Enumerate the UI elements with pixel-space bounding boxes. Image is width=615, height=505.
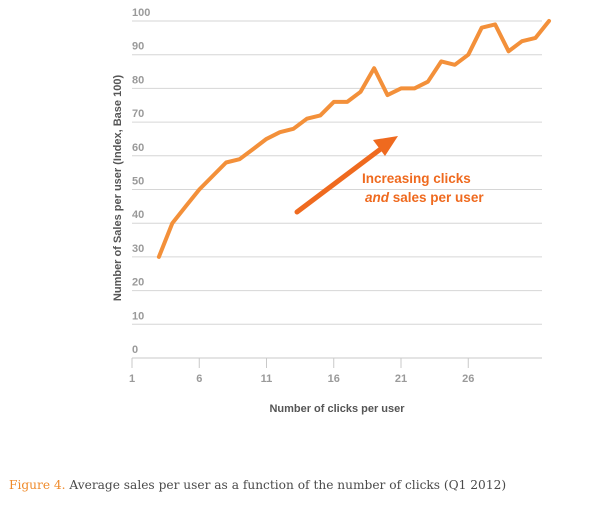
y-tick-label: 90: [132, 41, 144, 53]
x-tick-label: 26: [462, 373, 474, 385]
y-tick-label: 80: [132, 74, 144, 86]
annotation-line2-rest: sales per user: [389, 190, 484, 205]
x-tick-label: 1: [129, 373, 135, 385]
y-tick-label: 70: [132, 108, 144, 120]
annotation-arrow-head: [373, 136, 398, 156]
y-tick-label: 50: [132, 176, 144, 188]
x-tick-labels: 1 6 11 16 21 26: [129, 373, 474, 385]
figure-caption: Figure 4. Average sales per user as a fu…: [9, 478, 609, 492]
x-tick-label: 11: [261, 373, 273, 385]
y-tick-label: 40: [132, 209, 144, 221]
y-tick-label: 100: [132, 7, 150, 19]
x-axis-title: Number of clicks per user: [269, 403, 405, 415]
caption-text: Average sales per user as a function of …: [65, 478, 507, 492]
y-tick-label: 0: [132, 344, 138, 356]
annotation-arrow: [294, 145, 385, 215]
series-line: [156, 19, 551, 259]
annotation-line1: Increasing clicks: [362, 171, 471, 186]
annotation-emphasis: and: [365, 190, 390, 205]
x-tick-label: 21: [395, 373, 407, 385]
annotation-line2: and sales per user: [365, 190, 484, 205]
y-tick-label: 60: [132, 142, 144, 154]
y-axis-title: Number of Sales per user (Index, Base 10…: [112, 75, 124, 302]
y-tick-label: 10: [132, 310, 144, 322]
x-tick-label: 16: [328, 373, 340, 385]
figure-label: Figure 4.: [9, 478, 66, 492]
y-tick-label: 30: [132, 243, 144, 255]
y-tick-label: 20: [132, 277, 144, 289]
x-tick-marks: [131, 358, 469, 368]
annotation: Increasing clicks and sales per user: [294, 136, 484, 215]
x-tick-label: 6: [196, 373, 202, 385]
y-tick-labels: 0 10 20 30 40 50 60 70 80 90 100: [132, 7, 150, 356]
